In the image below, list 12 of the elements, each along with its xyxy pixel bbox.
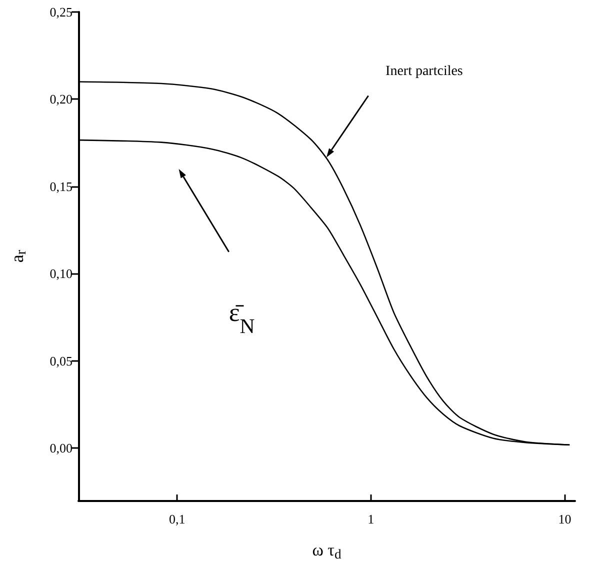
x-tick-label: 10 xyxy=(558,512,572,526)
y-tick-label: 0,00 xyxy=(50,440,72,456)
x-tick-label: 0,1 xyxy=(168,512,186,526)
y-tick-label: 0,20 xyxy=(50,92,72,107)
y-tick-label: 0,10 xyxy=(50,266,72,282)
y-axis-title: ar xyxy=(7,250,30,263)
annotation: ε̄$_{N}$ xyxy=(228,298,255,338)
annotation: Inert partciles xyxy=(386,64,463,79)
x-tick-label: 1 xyxy=(368,512,374,526)
y-tick-label: 0,25 xyxy=(50,4,72,20)
y-tick-label: 0,05 xyxy=(50,353,72,368)
y-tick-label: 0,15 xyxy=(50,178,72,194)
